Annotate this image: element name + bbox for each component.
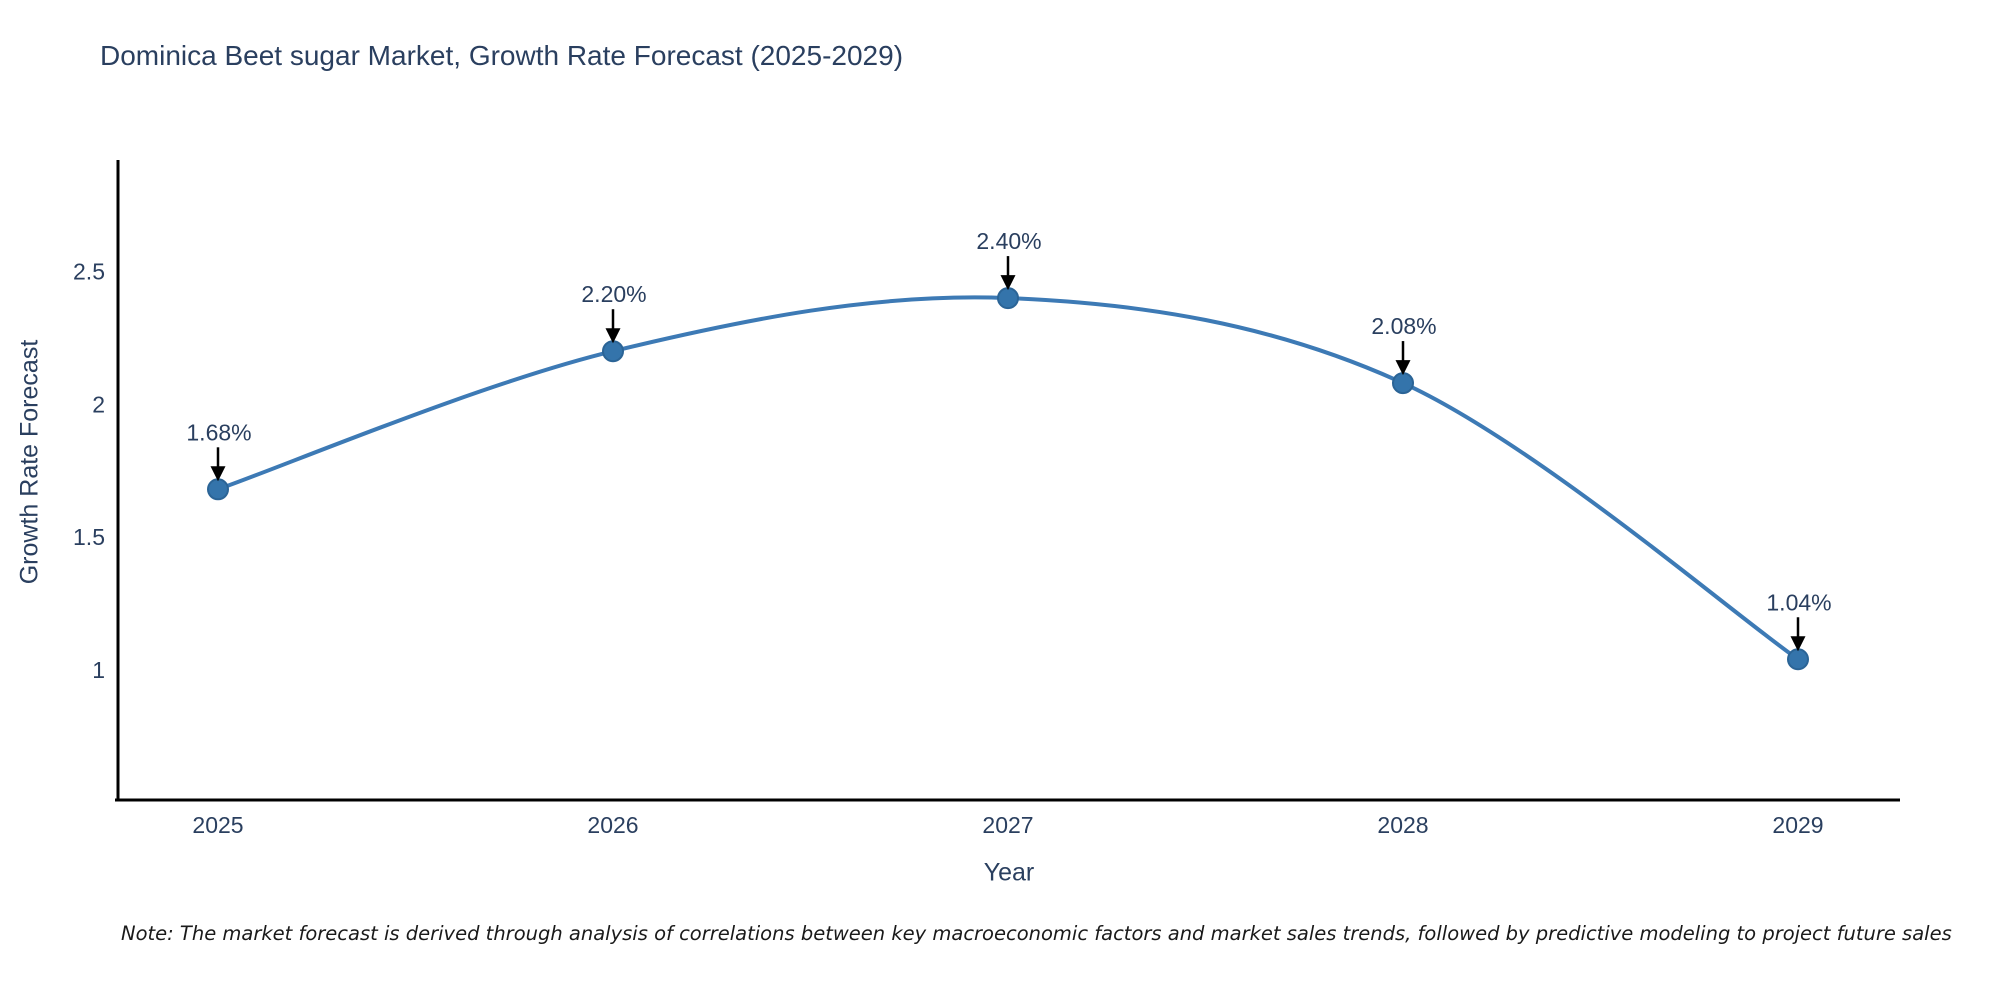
y-tick-label: 2 xyxy=(92,391,105,417)
chart-title: Dominica Beet sugar Market, Growth Rate … xyxy=(100,40,904,71)
forecast-line xyxy=(217,295,1800,661)
data-point-marker[interactable] xyxy=(602,340,624,363)
point-annotation-label: 2.08% xyxy=(1371,313,1436,339)
annotation-arrowhead xyxy=(1000,275,1016,291)
y-tick-label: 1 xyxy=(92,657,105,683)
annotation-arrowhead xyxy=(605,328,621,344)
x-tick-label: 2029 xyxy=(1772,812,1823,838)
annotation-arrowhead xyxy=(1395,360,1411,376)
y-tick-label: 2.5 xyxy=(73,259,105,285)
y-tick-label: 1.5 xyxy=(73,524,105,550)
x-axis-title: Year xyxy=(983,858,1035,887)
data-point-marker[interactable] xyxy=(1787,648,1809,671)
annotation-arrowhead xyxy=(1790,636,1806,652)
point-annotation-label: 2.40% xyxy=(976,228,1041,254)
x-tick-label: 2027 xyxy=(982,812,1033,838)
annotation-arrowhead xyxy=(210,466,226,482)
x-tick-label: 2026 xyxy=(587,812,638,838)
data-point-marker[interactable] xyxy=(997,287,1019,310)
point-annotation-label: 1.04% xyxy=(1766,589,1831,615)
data-point-marker[interactable] xyxy=(207,478,229,501)
x-tick-label: 2025 xyxy=(192,812,243,838)
chart-footnote: Note: The market forecast is derived thr… xyxy=(121,922,1952,945)
point-annotation-label: 1.68% xyxy=(186,419,251,445)
point-annotation-label: 2.20% xyxy=(581,281,646,307)
x-tick-label: 2028 xyxy=(1377,812,1428,838)
data-point-marker[interactable] xyxy=(1392,372,1414,395)
